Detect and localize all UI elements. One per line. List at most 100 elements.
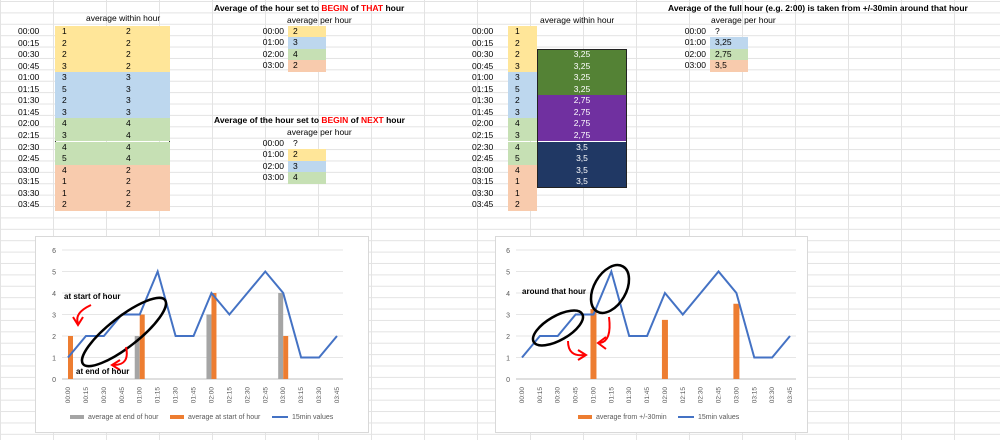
time-cell[interactable]: 00:45 (18, 60, 40, 71)
time-cell-mid[interactable]: 03:45 (472, 199, 494, 210)
value-cell-mid[interactable]: 5 (508, 83, 537, 96)
time-cell[interactable]: 00:00 (18, 26, 40, 36)
time-cell[interactable]: 01:15 (18, 83, 40, 94)
hour-cell[interactable]: 02:00 (262, 48, 284, 59)
value-cell[interactable]: 2 (55, 95, 117, 107)
hour-average-cell[interactable]: 2 (288, 25, 326, 37)
value-cell-mid[interactable]: 3 (508, 129, 537, 142)
value-cell-mid[interactable]: 4 (508, 141, 537, 153)
average-cell[interactable]: 4 (117, 118, 170, 130)
around-average-cell[interactable]: 3,5 (537, 164, 627, 177)
time-cell-mid[interactable]: 02:00 (472, 118, 494, 129)
value-cell-mid[interactable]: 4 (508, 118, 537, 130)
value-cell[interactable]: 3 (55, 72, 117, 84)
around-average-cell[interactable]: 3,25 (537, 60, 627, 73)
average-cell[interactable]: 3 (117, 72, 170, 84)
hour-average-cell[interactable]: 4 (288, 172, 326, 184)
value-cell-mid[interactable]: 2 (508, 37, 537, 50)
value-cell-mid[interactable]: 2 (508, 199, 537, 211)
time-cell-mid[interactable]: 00:15 (472, 37, 494, 48)
time-cell[interactable]: 02:00 (18, 118, 40, 129)
around-average-cell[interactable]: 3,5 (537, 176, 627, 188)
value-cell-mid[interactable]: 3 (508, 106, 537, 119)
hour-average-cell[interactable]: 4 (288, 48, 326, 61)
time-cell[interactable]: 03:15 (18, 176, 40, 187)
average-cell[interactable]: 3 (117, 106, 170, 119)
chart-around-hour[interactable]: 0 1 2 3 4 5 6 00:00 00:15 00:30 00:45 01:00 01:15 01… (495, 236, 808, 433)
time-cell[interactable]: 02:45 (18, 153, 40, 164)
chart-start-end-of-hour[interactable]: 0 1 2 3 4 5 6 00:00 00:15 00:30 00:45 01:00 01:15 01… (35, 236, 369, 433)
time-cell[interactable]: 00:30 (18, 49, 40, 60)
around-average-cell[interactable]: 3,5 (537, 153, 627, 165)
average-cell[interactable]: 4 (117, 141, 170, 153)
value-cell[interactable]: 3 (55, 129, 117, 142)
time-cell[interactable]: 01:45 (18, 106, 40, 117)
time-cell[interactable]: 01:30 (18, 95, 40, 106)
value-cell[interactable]: 4 (55, 118, 117, 130)
time-cell-mid[interactable]: 00:30 (472, 49, 494, 60)
around-average-cell[interactable]: 2,75 (537, 95, 627, 107)
hour-average-cell[interactable]: ? (293, 137, 298, 148)
value-cell[interactable]: 1 (55, 187, 117, 200)
hour-cell[interactable]: 02:00 (262, 160, 284, 171)
average-cell[interactable]: 3 (117, 83, 170, 96)
around-average-cell[interactable]: 3,25 (537, 49, 627, 61)
time-cell-mid[interactable]: 01:45 (472, 106, 494, 117)
hour-average-cell[interactable]: ? (715, 25, 720, 36)
hour-cell[interactable]: 03:00 (262, 60, 284, 71)
value-cell-mid[interactable]: 2 (508, 95, 537, 107)
average-cell[interactable]: 2 (117, 60, 170, 73)
time-cell-mid[interactable]: 03:00 (472, 164, 494, 175)
time-cell-mid[interactable]: 02:15 (472, 129, 494, 140)
time-cell-mid[interactable]: 00:00 (472, 26, 494, 36)
time-cell-mid[interactable]: 02:45 (472, 153, 494, 164)
around-average-cell[interactable]: 3,25 (537, 72, 627, 84)
average-cell[interactable]: 2 (117, 187, 170, 200)
average-cell[interactable]: 2 (117, 199, 170, 211)
average-cell[interactable]: 3 (117, 95, 170, 107)
value-cell[interactable]: 3 (55, 106, 117, 119)
time-cell[interactable]: 00:15 (18, 37, 40, 48)
value-cell[interactable]: 1 (55, 176, 117, 188)
average-cell[interactable]: 2 (117, 176, 170, 188)
hour-average-cell[interactable]: 2,75 (710, 48, 748, 61)
average-cell[interactable]: 4 (117, 129, 170, 142)
hour-cell[interactable]: 00:00 (262, 25, 284, 36)
time-cell-mid[interactable]: 01:00 (472, 72, 494, 83)
hour-cell[interactable]: 01:00 (262, 149, 284, 160)
value-cell-mid[interactable]: 3 (508, 60, 537, 73)
time-cell[interactable]: 01:00 (18, 72, 40, 83)
time-cell[interactable]: 02:15 (18, 129, 40, 140)
time-cell-mid[interactable]: 03:30 (472, 187, 494, 198)
time-cell[interactable]: 02:30 (18, 141, 40, 152)
value-cell-mid[interactable]: 4 (508, 164, 537, 177)
value-cell-mid[interactable]: 5 (508, 153, 537, 165)
value-cell[interactable]: 2 (55, 37, 117, 50)
hour-cell[interactable]: 00:00 (684, 25, 706, 36)
value-cell[interactable]: 5 (55, 83, 117, 96)
hour-cell[interactable]: 00:00 (262, 137, 284, 148)
average-cell[interactable]: 2 (117, 37, 170, 50)
around-average-cell[interactable]: 2,75 (537, 106, 627, 119)
time-cell-mid[interactable]: 00:45 (472, 60, 494, 71)
value-cell[interactable]: 4 (55, 141, 117, 153)
time-cell-mid[interactable]: 01:15 (472, 83, 494, 94)
time-cell-mid[interactable]: 03:15 (472, 176, 494, 187)
value-cell[interactable]: 1 (55, 26, 117, 38)
hour-cell[interactable]: 02:00 (684, 48, 706, 59)
value-cell-mid[interactable]: 3 (508, 72, 537, 84)
value-cell-mid[interactable]: 1 (508, 26, 537, 38)
hour-average-cell[interactable]: 3 (288, 37, 326, 49)
average-cell[interactable]: 2 (117, 164, 170, 177)
time-cell[interactable]: 03:00 (18, 164, 40, 175)
hour-average-cell[interactable]: 3,5 (710, 60, 748, 72)
value-cell-mid[interactable]: 1 (508, 176, 537, 188)
around-average-cell[interactable]: 2,75 (537, 129, 627, 142)
value-cell[interactable]: 3 (55, 60, 117, 73)
value-cell[interactable]: 2 (55, 199, 117, 211)
around-average-cell[interactable]: 3,5 (537, 141, 627, 153)
average-cell[interactable]: 4 (117, 153, 170, 165)
time-cell-mid[interactable]: 01:30 (472, 95, 494, 106)
hour-cell[interactable]: 01:00 (684, 37, 706, 48)
around-average-cell[interactable]: 3,25 (537, 83, 627, 96)
